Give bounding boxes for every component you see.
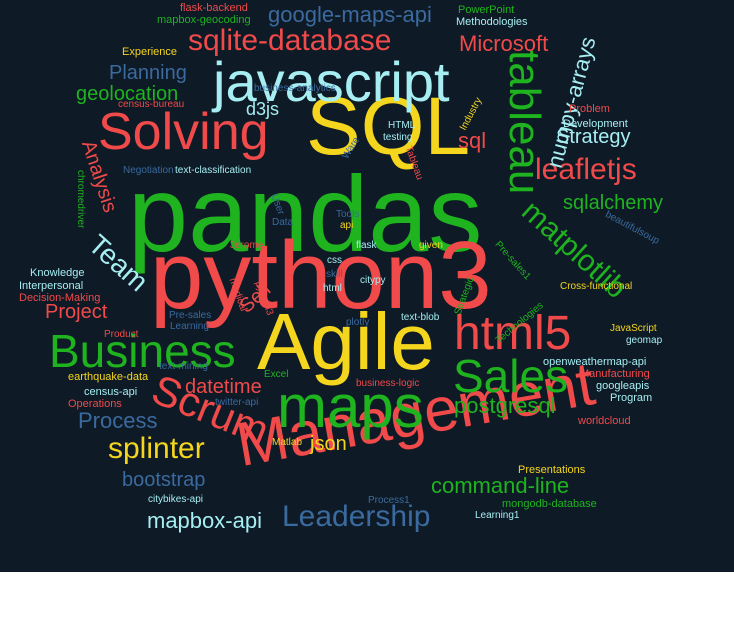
word: mapbox-geocoding: [157, 14, 251, 26]
word: command-line: [431, 473, 570, 498]
word: flask-backend: [180, 2, 248, 14]
word: Business: [49, 325, 236, 377]
word: googleapis: [596, 380, 650, 392]
word: HTML: [388, 120, 416, 131]
word: chromedriver: [75, 170, 86, 229]
word: business-analytics: [254, 83, 336, 94]
word: Agile: [257, 297, 435, 386]
word: Leadership: [282, 500, 431, 533]
word: Tools: [336, 209, 360, 220]
word: splinter: [108, 432, 205, 465]
word: html: [323, 283, 342, 294]
word: text-blob: [401, 312, 440, 323]
word: census-bureau: [118, 99, 185, 110]
word: google-maps-api: [268, 2, 432, 27]
word: sqlite-database: [188, 24, 392, 57]
word-cloud: pandas python3 Agile SQL javascript Mana…: [0, 0, 734, 572]
word: Project: [45, 301, 108, 323]
word: json: [310, 433, 347, 455]
word: Methodologies: [456, 16, 528, 28]
word: Matlab: [272, 437, 303, 448]
word: postgresql: [454, 393, 556, 418]
word: html5: [454, 307, 572, 360]
word: Interpersonal: [19, 280, 84, 292]
word: Process: [78, 408, 158, 433]
word: sql: [458, 128, 487, 153]
word: Process1: [368, 495, 410, 506]
word: d3js: [246, 99, 280, 119]
word: worldcloud: [578, 415, 631, 427]
word: Learning: [170, 321, 209, 332]
word: Data: [272, 217, 294, 228]
word: text-mining: [159, 361, 208, 372]
word: Development: [563, 118, 628, 130]
word: citybikes-api: [148, 494, 204, 505]
word: Microsoft: [459, 31, 549, 56]
word: javascript: [213, 50, 450, 113]
word: Program: [610, 392, 653, 404]
word: twitter-api: [215, 397, 259, 408]
word: bootstrap: [122, 469, 206, 491]
word: Sales: [453, 350, 569, 402]
word: sqlalchemy: [563, 192, 664, 214]
word: Knowledge: [30, 267, 85, 279]
word: mapbox-api: [147, 508, 262, 533]
word: geomap: [626, 335, 663, 346]
word: Decision-Making: [19, 292, 101, 304]
word: skill: [326, 269, 343, 280]
word: earthquake-data: [68, 371, 149, 383]
word: Excel: [264, 369, 289, 380]
word: SQL: [306, 81, 471, 172]
word: business-logic: [356, 378, 420, 389]
word: Jerome: [230, 240, 264, 251]
word: citypy: [360, 275, 386, 286]
word: python3: [150, 222, 492, 329]
word: given: [419, 240, 443, 251]
word: Pre-sales: [169, 310, 212, 321]
word: flask: [356, 240, 377, 251]
word: Presentations: [518, 464, 586, 476]
word: plotly: [346, 317, 370, 328]
word: census-api: [84, 386, 138, 398]
word: pandas: [128, 153, 483, 274]
word: Manufacturing: [580, 368, 650, 380]
word: Pre-sales1: [492, 239, 533, 283]
word: Product: [104, 329, 139, 340]
word: Problem: [569, 103, 610, 115]
word: Cross-functional: [560, 281, 633, 292]
word: testing: [383, 132, 413, 143]
word: openweathermap-api: [543, 356, 647, 368]
word: Strategy: [556, 126, 631, 148]
word: Operations: [68, 398, 122, 410]
word: maps: [277, 373, 424, 440]
word: mongodb-database: [502, 498, 597, 510]
word: PowerPoint: [458, 4, 515, 16]
word: beautifulsoup: [603, 209, 662, 247]
word: css: [327, 255, 342, 266]
word: api: [340, 220, 354, 231]
word: geolocation: [76, 83, 179, 105]
word: JavaScript: [610, 323, 657, 334]
word: datetime: [185, 376, 262, 398]
word: leafletjs: [535, 153, 637, 186]
word: Planning: [109, 62, 187, 84]
word: Negotiation: [123, 165, 174, 176]
word: Solving: [98, 103, 269, 161]
word: text-classification: [175, 165, 252, 176]
word: Learning1: [475, 510, 520, 521]
word: Experience: [122, 46, 178, 58]
